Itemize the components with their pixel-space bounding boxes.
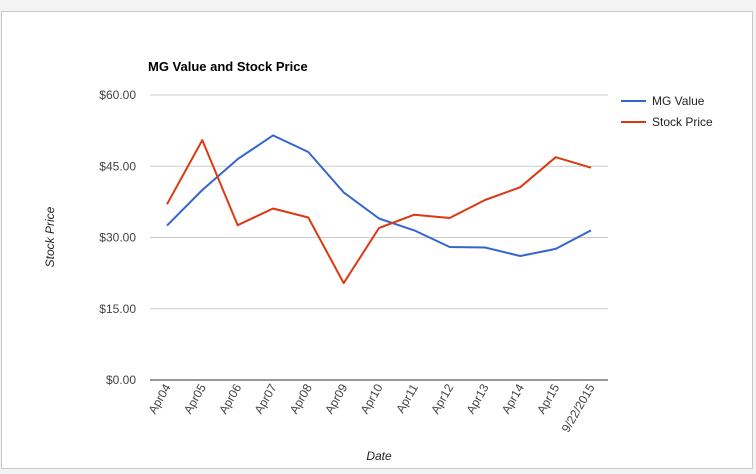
x-tick-label: Apr12	[428, 381, 456, 416]
x-tick-label: Apr06	[216, 381, 244, 416]
y-tick-label: $15.00	[99, 302, 136, 316]
x-axis-ticks: Apr04 Apr05 Apr06 Apr07 Apr08 Apr09 Apr10 Apr11…	[145, 381, 597, 435]
chart-frame	[1, 11, 753, 469]
x-tick-label: Apr07	[251, 381, 279, 416]
series-lines	[166, 134, 592, 285]
x-tick-label: Apr05	[181, 381, 209, 416]
y-tick-label: $30.00	[99, 231, 136, 245]
x-tick-label: Apr04	[145, 381, 173, 416]
legend: MG Value Stock Price	[621, 94, 713, 129]
y-axis-title: Stock Price	[43, 206, 57, 267]
x-tick-label: Apr08	[287, 381, 315, 416]
x-tick-label: Apr09	[322, 381, 350, 416]
x-tick-label: Apr11	[393, 381, 421, 415]
y-axis-ticks: $0.00 $15.00 $30.00 $45.00 $60.00	[99, 88, 136, 387]
x-axis-title: Date	[366, 449, 392, 463]
chart-title: MG Value and Stock Price	[148, 59, 308, 74]
mg-value-legend-label: MG Value	[652, 94, 705, 108]
x-tick-label: Apr14	[499, 381, 527, 416]
mg-value-line	[166, 134, 592, 257]
stock-price-line	[166, 139, 592, 285]
x-tick-label: 9/22/2015	[559, 381, 598, 435]
y-tick-label: $45.00	[99, 159, 136, 173]
stock-price-legend-label: Stock Price	[652, 115, 713, 129]
x-tick-label: Apr13	[463, 381, 491, 416]
y-tick-label: $0.00	[106, 373, 136, 387]
x-tick-label: Apr15	[534, 381, 562, 416]
y-tick-label: $60.00	[99, 88, 136, 102]
x-tick-label: Apr10	[357, 381, 385, 416]
gridlines	[150, 94, 608, 381]
